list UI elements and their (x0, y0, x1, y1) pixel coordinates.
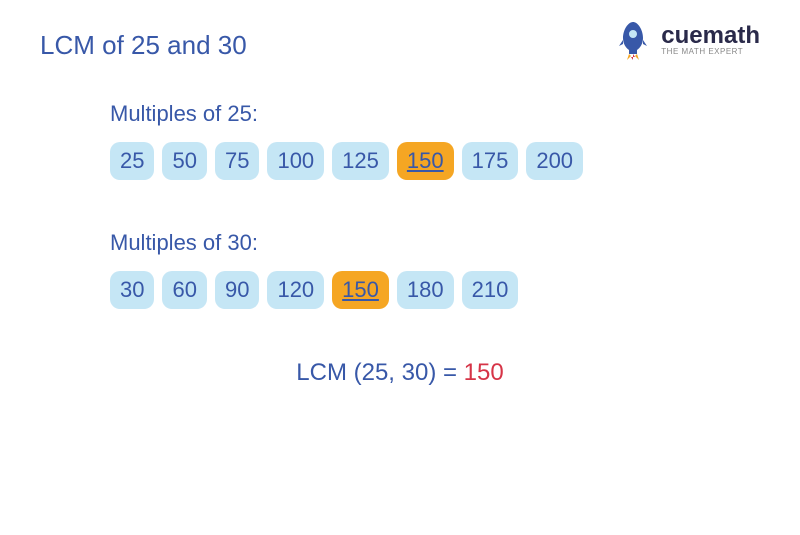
chip-value: 150 (407, 148, 444, 174)
chip-value: 100 (277, 148, 314, 174)
chips-row: 25 50 75 100 125 150 175 200 (110, 142, 760, 180)
chip-value: 90 (225, 277, 249, 303)
chip: 210 (462, 271, 519, 309)
section-title: Multiples of 30: (110, 230, 760, 256)
rocket-icon (613, 20, 653, 60)
logo-text: cuemath THE MATH EXPERT (661, 24, 760, 56)
chip-highlight: 150 (397, 142, 454, 180)
section-title: Multiples of 25: (110, 101, 760, 127)
brand-math: math (703, 22, 760, 49)
chip-value: 125 (342, 148, 379, 174)
chip: 30 (110, 271, 154, 309)
multiples-section: Multiples of 30: 30 60 90 120 150 180 210 (110, 230, 760, 309)
multiples-section: Multiples of 25: 25 50 75 100 125 150 175 200 (110, 101, 760, 180)
chip: 90 (215, 271, 259, 309)
chip: 120 (267, 271, 324, 309)
chip-highlight: 150 (332, 271, 389, 309)
chip-value: 150 (342, 277, 379, 303)
chip: 180 (397, 271, 454, 309)
chip-value: 210 (472, 277, 509, 303)
chip-value: 175 (472, 148, 509, 174)
chip: 200 (526, 142, 583, 180)
chip-value: 75 (225, 148, 249, 174)
chip-value: 180 (407, 277, 444, 303)
chips-row: 30 60 90 120 150 180 210 (110, 271, 760, 309)
chip: 60 (162, 271, 206, 309)
chip: 25 (110, 142, 154, 180)
chip-value: 30 (120, 277, 144, 303)
brand-tagline: THE MATH EXPERT (661, 48, 760, 56)
result-answer: 150 (464, 359, 504, 386)
chip-value: 200 (536, 148, 573, 174)
brand-name: cuemath (661, 24, 760, 48)
brand-logo: cuemath THE MATH EXPERT (613, 20, 760, 60)
brand-cue: cue (661, 22, 702, 49)
result-line: LCM (25, 30) = 150 (40, 359, 760, 387)
chip-value: 25 (120, 148, 144, 174)
chip: 50 (162, 142, 206, 180)
result-label: LCM (25, 30) = (296, 359, 463, 386)
chip: 125 (332, 142, 389, 180)
chip-value: 60 (172, 277, 196, 303)
chip: 75 (215, 142, 259, 180)
chip: 100 (267, 142, 324, 180)
chip: 175 (462, 142, 519, 180)
chip-value: 50 (172, 148, 196, 174)
chip-value: 120 (277, 277, 314, 303)
